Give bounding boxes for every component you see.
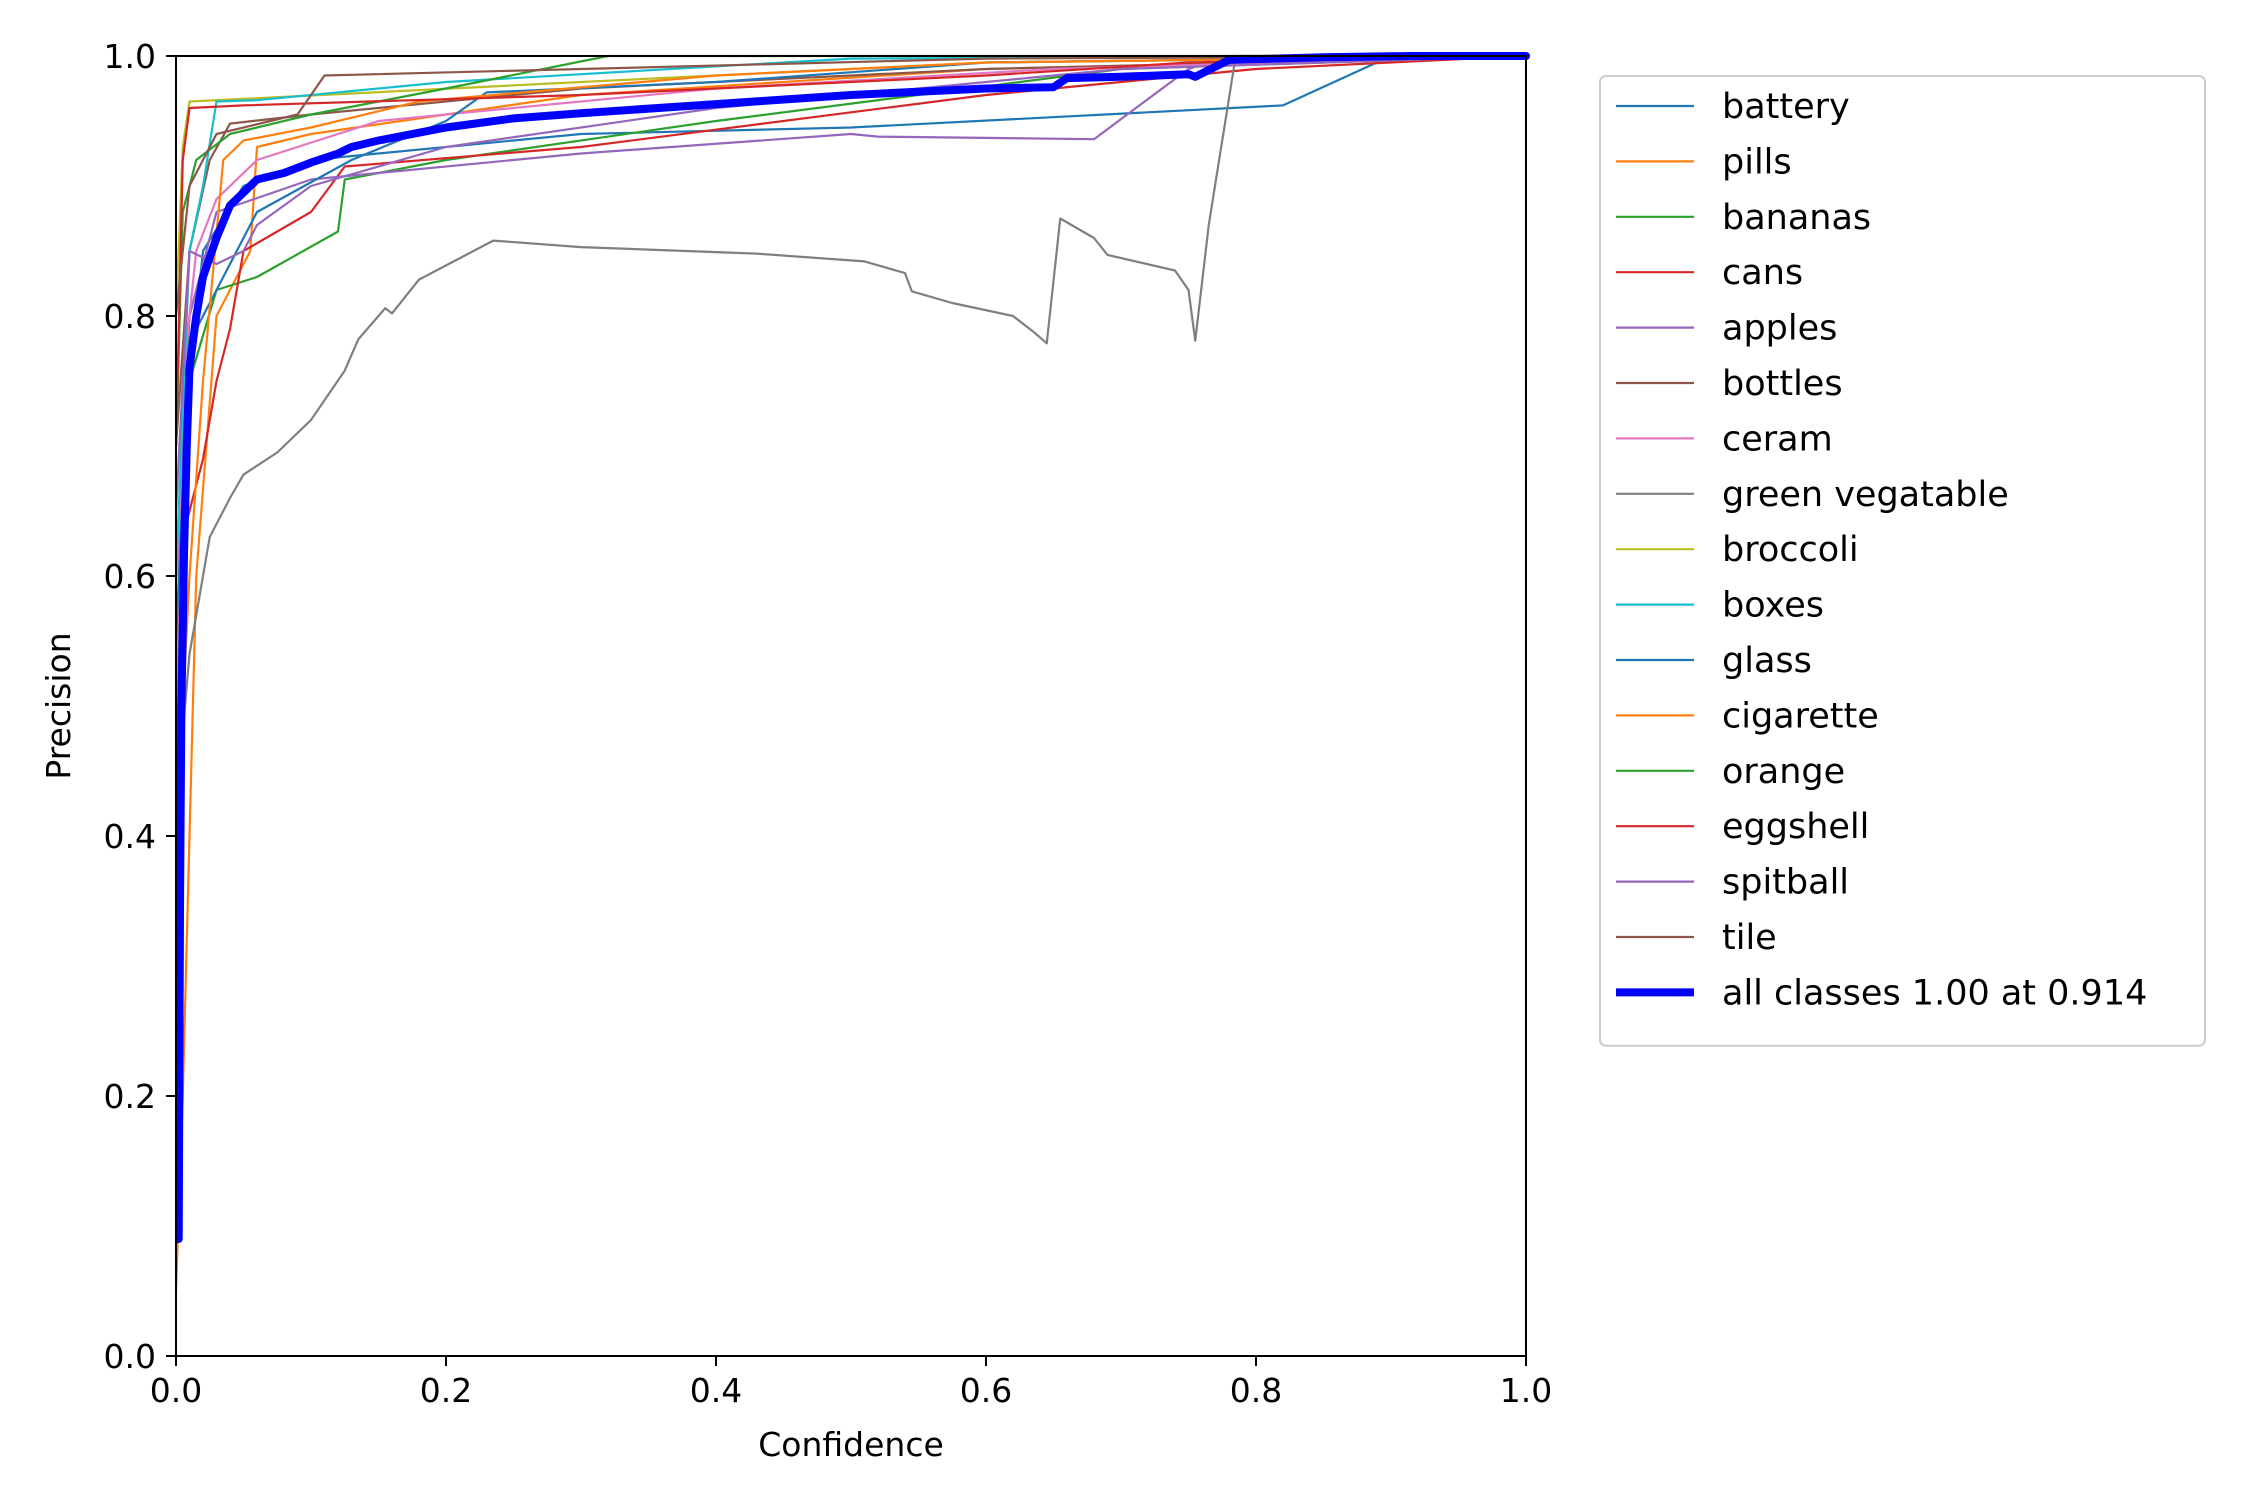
y-tick-label: 0.6 — [104, 557, 156, 596]
x-axis-label: Confidence — [758, 1425, 944, 1464]
series-line-all-classes-1-00-at-0-914 — [176, 52, 1530, 1243]
x-tick-label: 0.6 — [960, 1371, 1012, 1410]
x-tick-label: 0.8 — [1230, 1371, 1282, 1410]
series-line-ceram — [176, 54, 1528, 708]
legend-entry-label: battery — [1722, 87, 1850, 127]
x-tick-label: 0.4 — [690, 1371, 742, 1410]
legend-entry-label: orange — [1722, 752, 1845, 792]
y-tick-label: 0.0 — [104, 1337, 156, 1376]
legend-entry-label: cans — [1722, 253, 1803, 293]
legend-entry-label: tile — [1722, 918, 1777, 958]
legend-entry-label: glass — [1722, 641, 1812, 681]
legend-entry-label: all classes 1.00 at 0.914 — [1722, 973, 2147, 1013]
x-tick-label: 0.2 — [420, 1371, 472, 1410]
legend-box — [1599, 75, 2206, 1047]
legend-entry-label: green vegatable — [1722, 475, 2009, 515]
legend-entry-label: boxes — [1722, 586, 1824, 626]
series-line-orange — [176, 54, 1528, 448]
legend-entry-label: bananas — [1722, 198, 1871, 238]
legend-entry-label: apples — [1722, 309, 1837, 349]
legend-entry-label: broccoli — [1722, 530, 1859, 570]
plot-frame — [175, 55, 1527, 1357]
series-line-cigarette — [176, 54, 1528, 838]
series-line-green-vegatable — [176, 54, 1528, 773]
legend: battery pills bananas cans apples bottles cera… — [1599, 75, 2206, 1047]
y-tick-label: 0.2 — [104, 1077, 156, 1116]
legend-entry-label: cigarette — [1722, 696, 1879, 736]
legend-entry-label: pills — [1722, 142, 1792, 182]
y-tick-label: 0.4 — [104, 817, 156, 856]
series-line-tile — [176, 54, 1528, 318]
legend-entry-label: eggshell — [1722, 807, 1869, 847]
series-line-eggshell — [176, 54, 1528, 448]
legend-entry-label: bottles — [1722, 364, 1843, 404]
x-tick-label: 0.0 — [150, 1371, 202, 1410]
legend-entry-label: ceram — [1722, 419, 1833, 459]
x-tick-label: 1.0 — [1500, 1371, 1552, 1410]
y-tick-label: 0.8 — [104, 297, 156, 336]
y-axis-label: Precision — [39, 632, 78, 779]
y-tick-label: 1.0 — [104, 37, 156, 76]
legend-entry-label: spitball — [1722, 863, 1849, 903]
series-line-boxes — [176, 54, 1528, 578]
